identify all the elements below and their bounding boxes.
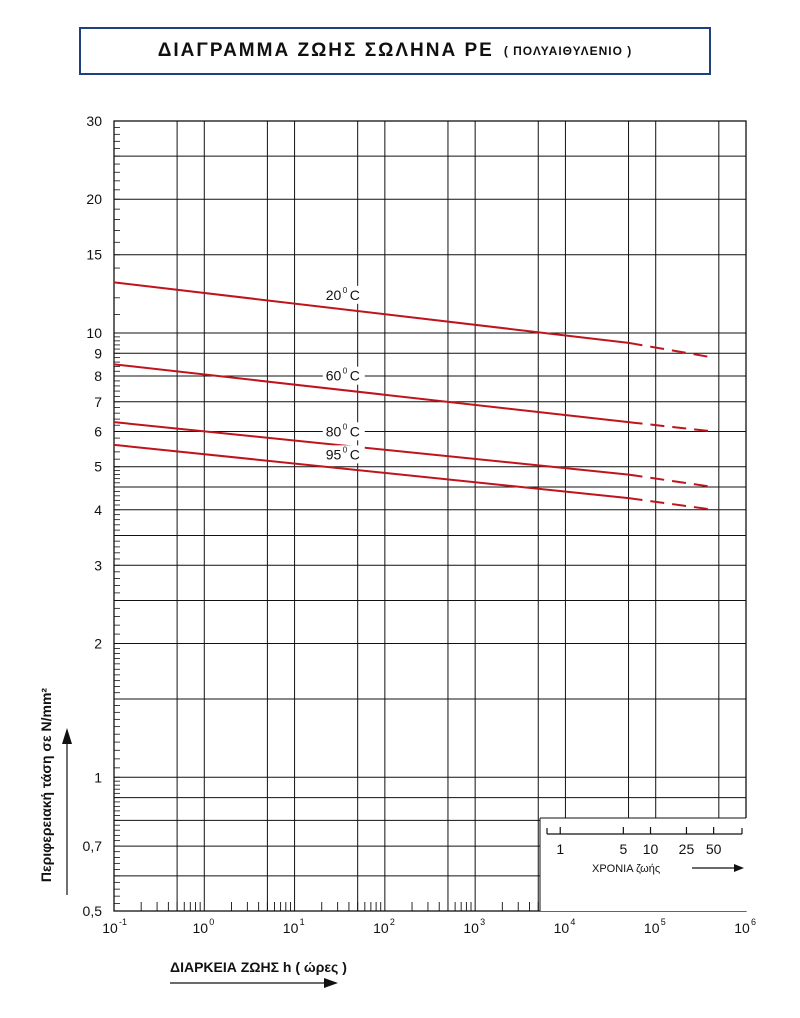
series-label-unit: C <box>350 287 360 303</box>
x-tick-label: 10 <box>644 920 660 936</box>
secondary-years-axis: 1 5 10 25 50 ΧΡΟΝΙΑ ζωής <box>539 817 747 911</box>
y-tick-label: 7 <box>94 394 102 410</box>
series-label-backdrop <box>322 285 365 304</box>
series-label-degree: 0 <box>343 422 348 431</box>
series-label: 80 <box>326 423 342 439</box>
y-tick-label: 3 <box>94 557 102 573</box>
y-tick-label: 1 <box>94 769 102 785</box>
series-label-unit: C <box>350 446 360 462</box>
years-tick-label: 10 <box>643 841 659 857</box>
x-axis-title: ΔΙΑΡΚΕΙΑ ΖΩΗΣ h ( ώρες ) <box>170 959 347 975</box>
series-label: 60 <box>326 368 342 384</box>
plot-frame <box>113 120 747 912</box>
y-tick-label: 0,5 <box>83 903 103 919</box>
x-tick-exponent: 0 <box>209 917 214 927</box>
y-tick-label: 4 <box>94 502 102 518</box>
series-label-backdrop <box>322 366 365 385</box>
chart-grid <box>113 120 747 912</box>
x-tick-exponent: 5 <box>661 917 666 927</box>
series-label-unit: C <box>350 368 360 384</box>
x-tick-label: 10 <box>283 920 299 936</box>
x-arrow-head <box>324 978 338 988</box>
y-tick-label: 30 <box>86 113 102 129</box>
series-label: 95 <box>326 446 342 462</box>
y-arrow-head <box>62 728 72 744</box>
series-extrapolation <box>628 341 714 359</box>
years-tick-label: 5 <box>619 841 627 857</box>
y-tick-label: 9 <box>94 345 102 361</box>
x-tick-label: 10 <box>734 920 750 936</box>
series-line <box>113 421 629 476</box>
y-tick-label: 2 <box>94 636 102 652</box>
years-tick-label: 50 <box>706 841 722 857</box>
x-tick-label: 10 <box>102 920 118 936</box>
x-tick-label: 10 <box>554 920 570 936</box>
x-tick-exponent: 3 <box>480 917 485 927</box>
y-axis-title: Περιφερειακή τάση σε N/mm² <box>38 688 54 883</box>
x-tick-exponent: 2 <box>390 917 395 927</box>
series-extrapolation <box>628 473 714 489</box>
x-tick-label: 10 <box>192 920 208 936</box>
chart-title-box: ΔΙΑΓΡΑΜΜΑ ΖΩΗΣ ΣΩΛΗΝΑ PE ( ΠΟΛΥΑΙΘΥΛΕΝΙΟ… <box>79 27 711 75</box>
y-tick-label: 8 <box>94 368 102 384</box>
series-label-backdrop <box>322 445 365 464</box>
chart-title: ΔΙΑΓΡΑΜΜΑ ΖΩΗΣ ΣΩΛΗΝΑ PE <box>157 40 494 61</box>
series-extrapolation <box>628 497 714 511</box>
y-tick-label: 6 <box>94 424 102 440</box>
years-tick-label: 1 <box>556 841 564 857</box>
x-tick-exponent: 4 <box>570 917 575 927</box>
series-label-backdrop <box>322 422 365 441</box>
y-tick-label: 15 <box>86 247 102 263</box>
x-tick-exponent: 1 <box>300 917 305 927</box>
x-tick-exponent: -1 <box>119 917 127 927</box>
chart-subtitle: ( ΠΟΛΥΑΙΘΥΛΕΝΙΟ ) <box>503 44 633 58</box>
years-tick-label: 25 <box>679 841 695 857</box>
chart-series: 20 0 C60 0 C80 0 C95 0 C <box>113 281 714 511</box>
series-label-degree: 0 <box>343 445 348 454</box>
years-arrow-head <box>734 864 744 872</box>
series-label: 20 <box>326 287 342 303</box>
series-line <box>113 281 629 344</box>
y-tick-label: 5 <box>94 459 102 475</box>
y-tick-label: 0,7 <box>83 838 103 854</box>
years-axis-label: ΧΡΟΝΙΑ ζωής <box>592 863 660 875</box>
series-line <box>113 443 629 500</box>
series-line <box>113 363 629 424</box>
x-tick-exponent: 6 <box>751 917 756 927</box>
y-tick-label: 20 <box>86 191 102 207</box>
series-extrapolation <box>628 421 714 433</box>
x-tick-label: 10 <box>463 920 479 936</box>
y-tick-label: 10 <box>86 325 102 341</box>
series-label-unit: C <box>350 423 360 439</box>
series-label-degree: 0 <box>343 286 348 295</box>
chart-minor-ticks <box>114 120 743 912</box>
x-tick-label: 10 <box>373 920 389 936</box>
series-label-degree: 0 <box>343 367 348 376</box>
